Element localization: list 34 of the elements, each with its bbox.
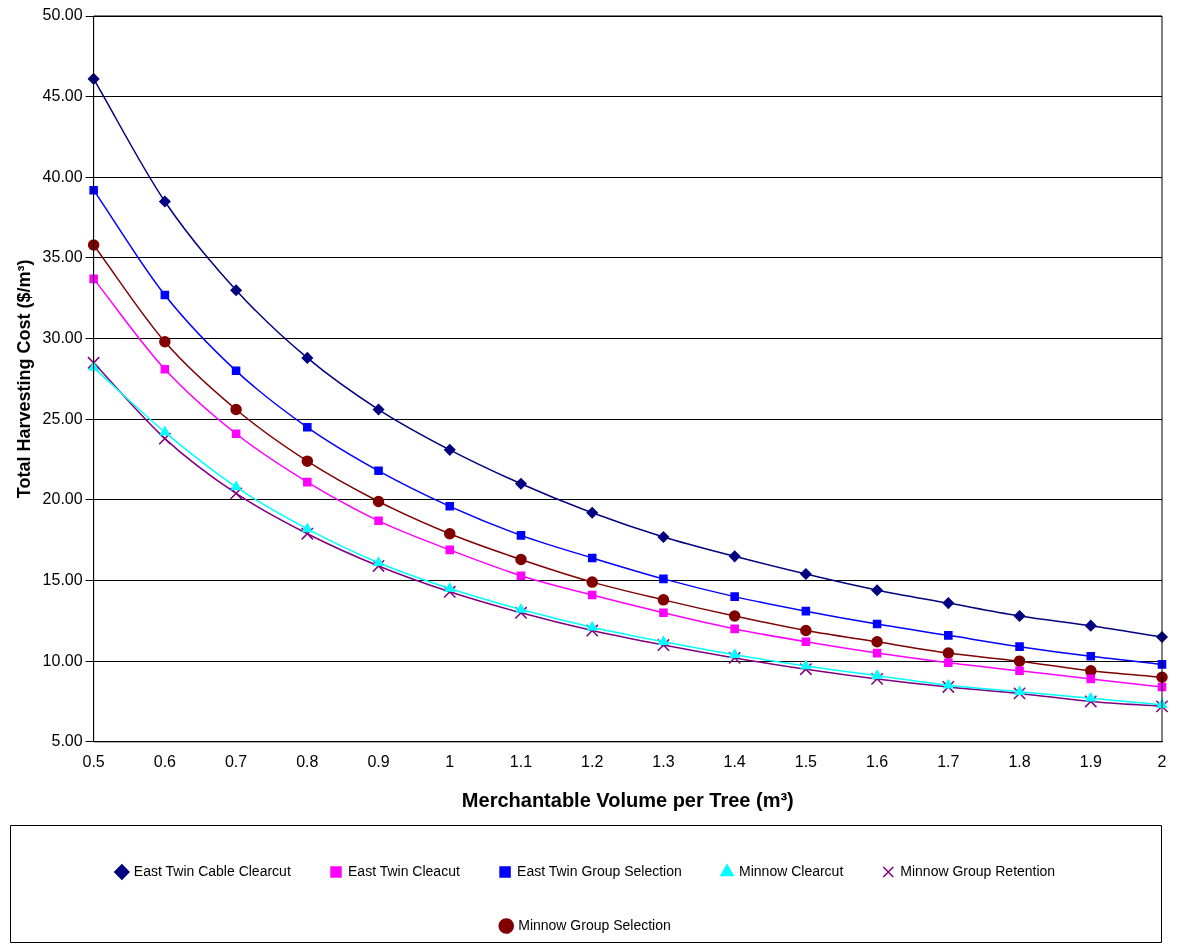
x-tick-label: 0.6 <box>153 752 177 770</box>
x-tick-label: 1.4 <box>723 752 746 770</box>
x-tick-label: 1.6 <box>865 752 889 770</box>
y-tick-label: 25.00 <box>42 409 83 427</box>
x-tick-label: 1.7 <box>937 752 960 770</box>
y-tick-label: 20.00 <box>42 490 83 508</box>
y-axis-title: Total Harvesting Cost ($/m³) <box>13 259 34 499</box>
x-tick-label: 1.5 <box>794 752 818 770</box>
legend-label: East Twin Cleacut <box>348 862 460 879</box>
x-tick-label: 1 <box>445 752 455 770</box>
legend-label: Minnow Group Retention <box>900 862 1056 879</box>
x-tick-label: 0.8 <box>296 752 319 770</box>
x-tick-label: 2 <box>1157 752 1167 770</box>
y-tick-label: 50.00 <box>42 6 83 24</box>
x-tick-label: 1.3 <box>652 752 675 770</box>
y-tick-label: 5.00 <box>51 732 83 750</box>
y-tick-label: 45.00 <box>42 87 83 105</box>
x-axis-title: Merchantable Volume per Tree (m³) <box>461 788 794 811</box>
x-tick-label: 1.2 <box>581 752 604 770</box>
legend-label: East Twin Group Selection <box>517 862 682 879</box>
y-tick-label: 15.00 <box>42 570 83 588</box>
x-tick-label: 1.8 <box>1008 752 1031 770</box>
legend-label: Minnow Clearcut <box>739 862 844 879</box>
x-tick-label: 0.9 <box>367 752 390 770</box>
y-tick-label: 10.00 <box>42 651 83 669</box>
x-tick-label: 1.9 <box>1079 752 1102 770</box>
legend-label: East Twin Cable Clearcut <box>133 862 291 879</box>
y-tick-label: 30.00 <box>42 328 83 346</box>
x-tick-label: 1.1 <box>509 752 533 770</box>
x-tick-label: 0.5 <box>82 752 105 770</box>
x-tick-label: 0.7 <box>224 752 248 770</box>
legend-label: Minnow Group Selection <box>518 916 671 933</box>
y-tick-label: 35.00 <box>42 248 83 266</box>
y-tick-label: 40.00 <box>42 167 83 185</box>
